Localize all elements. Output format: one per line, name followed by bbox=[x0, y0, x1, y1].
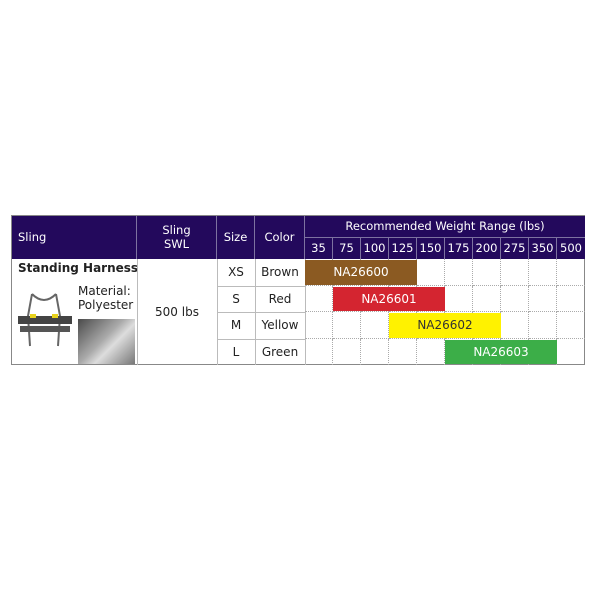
tick-label: 175 bbox=[445, 238, 473, 259]
color-cell: Red bbox=[268, 291, 292, 306]
grid-cell bbox=[557, 259, 585, 286]
color-cell: Yellow bbox=[261, 318, 299, 333]
grid-cell bbox=[557, 286, 585, 312]
grid-cell bbox=[305, 285, 333, 312]
fabric-swatch bbox=[78, 319, 135, 364]
grid-cell bbox=[417, 259, 445, 286]
header-sling: Sling bbox=[12, 216, 137, 259]
harness-image bbox=[16, 286, 74, 356]
grid-cell bbox=[501, 259, 529, 286]
grid-cell bbox=[473, 285, 501, 312]
grid-cell bbox=[529, 285, 557, 312]
size-cell: XS bbox=[228, 265, 244, 280]
grid-cell bbox=[305, 338, 333, 365]
grid-cell bbox=[473, 259, 501, 286]
grid-cell bbox=[557, 312, 585, 339]
color-cell: Green bbox=[261, 344, 299, 359]
grid-cell bbox=[361, 312, 389, 339]
tick-label: 500 bbox=[557, 238, 585, 259]
tick-label: 125 bbox=[389, 238, 417, 259]
material-label: Material: Polyester bbox=[78, 284, 134, 313]
size-cell: M bbox=[230, 318, 242, 333]
range-bar: NA26601 bbox=[333, 286, 445, 311]
grid-cell bbox=[389, 338, 417, 365]
grid-cell bbox=[529, 312, 557, 339]
grid-cell bbox=[361, 338, 389, 365]
grid-cell bbox=[333, 312, 361, 339]
grid-cell bbox=[445, 285, 473, 312]
sling-name: Standing Harness bbox=[18, 261, 139, 275]
header-size: Size bbox=[217, 216, 255, 259]
grid-cell bbox=[445, 259, 473, 286]
color-cell: Brown bbox=[261, 265, 299, 280]
tick-label: 75 bbox=[333, 238, 361, 259]
tick-label: 350 bbox=[529, 238, 557, 259]
grid-cell bbox=[529, 259, 557, 286]
weight-range-table: Sling Sling SWL Size Color Recommended W… bbox=[11, 215, 585, 365]
header-swl: Sling SWL bbox=[137, 216, 217, 259]
range-bar: NA26602 bbox=[389, 313, 501, 338]
range-bar: NA26600 bbox=[305, 260, 417, 285]
range-bar: NA26603 bbox=[445, 339, 557, 364]
header-range: Recommended Weight Range (lbs) bbox=[305, 216, 585, 238]
size-cell: L bbox=[232, 344, 240, 359]
tick-label: 100 bbox=[361, 238, 389, 259]
tick-label: 35 bbox=[305, 238, 333, 259]
grid-cell bbox=[501, 285, 529, 312]
grid-cell bbox=[333, 338, 361, 365]
tick-label: 200 bbox=[473, 238, 501, 259]
grid-cell bbox=[501, 312, 529, 339]
tick-label: 275 bbox=[501, 238, 529, 259]
swl-value: 500 lbs bbox=[155, 305, 199, 319]
tick-label: 150 bbox=[417, 238, 445, 259]
grid-cell bbox=[305, 312, 333, 339]
size-cell: S bbox=[232, 291, 240, 306]
header-color: Color bbox=[255, 216, 305, 259]
grid-cell bbox=[557, 339, 585, 366]
grid-cell bbox=[417, 338, 445, 365]
